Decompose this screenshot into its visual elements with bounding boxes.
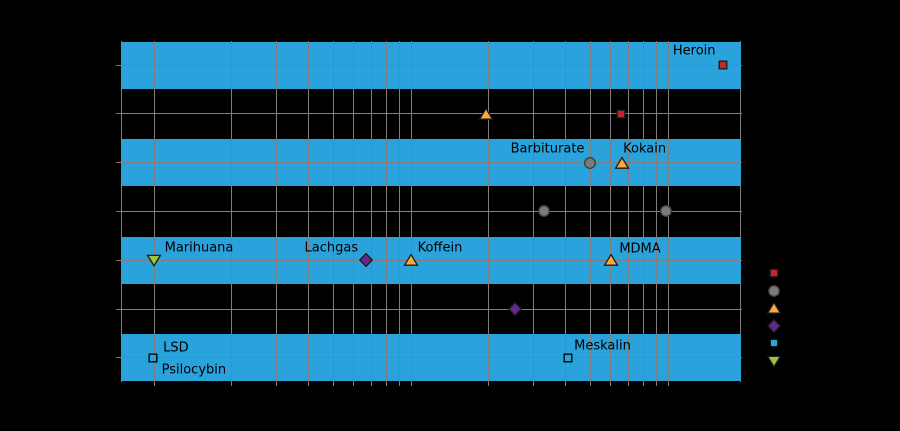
point-unlabeled-purple-diamond-marker xyxy=(507,301,523,317)
legend-marker-green-triangle xyxy=(766,353,782,369)
x-axis-tick xyxy=(667,382,669,386)
point-psilocybin-label: Psilocybin xyxy=(161,362,227,378)
y-gridline-row-5 xyxy=(116,259,742,261)
x-axis-tick xyxy=(565,382,567,386)
legend-marker-red-square xyxy=(766,265,782,281)
point-lsd-label: LSD xyxy=(163,340,189,356)
point-barbiturate-label: Barbiturate xyxy=(510,141,585,157)
legend xyxy=(766,265,782,371)
x-axis-tick xyxy=(153,382,155,386)
point-barbiturate-marker xyxy=(582,155,598,171)
x-axis-tick xyxy=(410,382,412,386)
point-kokain-label: Kokain xyxy=(623,141,667,157)
x-axis-tick xyxy=(370,382,372,386)
x-axis-tick xyxy=(333,382,335,386)
x-axis-tick xyxy=(385,382,387,386)
point-heroin-label: Heroin xyxy=(672,43,716,59)
point-unlabeled-gray-circle-marker xyxy=(536,203,552,219)
x-axis-tick xyxy=(655,382,657,386)
legend-marker-purple-diamond xyxy=(766,318,782,334)
y-gridline-row-7 xyxy=(116,357,742,359)
point-koffein-marker xyxy=(403,252,419,268)
point-mdma-label: MDMA xyxy=(619,241,661,257)
point-lachgas-marker xyxy=(358,252,374,268)
point-unlabeled-red-square-marker xyxy=(613,106,629,122)
legend-marker-blue-square xyxy=(766,335,782,351)
point-meskalin-marker xyxy=(560,350,576,366)
legend-marker-gray-circle xyxy=(766,283,782,299)
x-axis-tick xyxy=(487,382,489,386)
y-gridline-row-4 xyxy=(116,210,742,212)
point-psilocybin-marker xyxy=(145,350,161,366)
legend-marker-orange-triangle xyxy=(766,300,782,316)
x-axis-tick xyxy=(627,382,629,386)
x-axis-tick xyxy=(533,382,535,386)
point-marihuana-marker xyxy=(146,252,162,268)
x-axis-tick xyxy=(610,382,612,386)
x-axis-tick xyxy=(353,382,355,386)
x-axis-tick xyxy=(642,382,644,386)
x-axis-tick xyxy=(276,382,278,386)
point-unlabeled-gray-circle-marker xyxy=(658,203,674,219)
point-lachgas-label: Lachgas xyxy=(304,240,359,256)
x-axis-tick xyxy=(590,382,592,386)
point-marihuana-label: Marihuana xyxy=(164,240,234,256)
plot-area: Heroin Barbiturate Kokain Marihuana Lachgas K… xyxy=(116,41,742,386)
x-axis-tick xyxy=(308,382,310,386)
y-gridline-row-3 xyxy=(116,162,742,164)
point-kokain-marker xyxy=(614,155,630,171)
y-gridline-row-1 xyxy=(116,64,742,66)
point-meskalin-label: Meskalin xyxy=(574,338,631,354)
y-gridline-row-6 xyxy=(116,308,742,310)
y-gridline-row-2 xyxy=(116,113,742,115)
point-mdma-marker xyxy=(603,252,619,268)
x-axis-tick xyxy=(230,382,232,386)
point-unlabeled-orange-triangle-marker xyxy=(478,106,494,122)
point-koffein-label: Koffein xyxy=(417,240,463,256)
point-heroin-marker xyxy=(715,57,731,73)
x-axis-tick xyxy=(398,382,400,386)
